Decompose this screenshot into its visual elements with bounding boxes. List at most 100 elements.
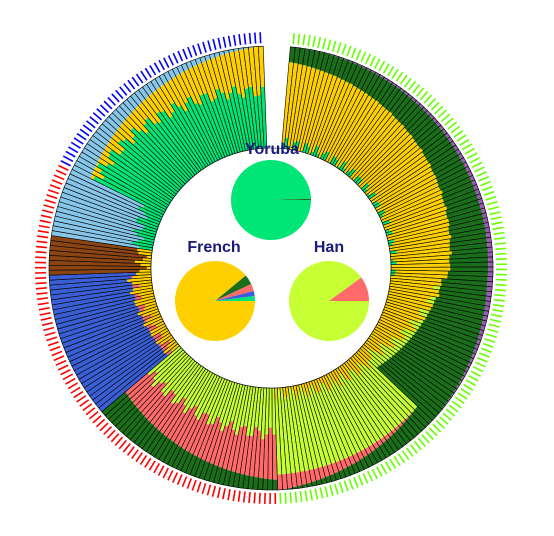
bar-segment-c6 — [108, 399, 134, 423]
bar-segment-c2 — [382, 194, 443, 223]
sample-label-mark — [55, 359, 67, 366]
bar-segment-c6 — [441, 282, 488, 292]
bar-segment-c2 — [296, 67, 316, 142]
bar-segment-c4 — [348, 455, 356, 465]
sample-label-mark — [284, 492, 287, 504]
bar-segment-c2 — [129, 287, 154, 295]
sample-label-mark — [40, 316, 52, 321]
bar-segment-c6 — [424, 138, 451, 160]
bar-segment-c7 — [69, 169, 145, 209]
bar-segment-c1 — [257, 95, 265, 149]
bar-segment-c3 — [280, 388, 291, 474]
sample-label-mark — [131, 76, 140, 87]
bar-segment-c6 — [422, 320, 478, 344]
bar-segment-c2 — [391, 214, 448, 234]
bar-segment-c10 — [480, 207, 487, 214]
bar-segment-c2 — [370, 162, 432, 204]
bar-segment-c4 — [217, 420, 234, 468]
bar-segment-c1 — [390, 270, 396, 273]
bar-segment-c2 — [328, 371, 337, 384]
bar-segment-c2 — [138, 290, 154, 297]
bar-segment-c7 — [138, 86, 150, 99]
bar-segment-c5 — [51, 288, 134, 305]
sample-label-mark — [49, 184, 61, 190]
bar-segment-c6 — [267, 479, 273, 490]
bar-segment-c2 — [376, 178, 438, 214]
bar-segment-c4 — [364, 446, 372, 455]
bar-segment-c5 — [50, 285, 133, 300]
sample-label-mark — [148, 460, 156, 471]
bar-segment-c6 — [315, 51, 325, 71]
bar-segment-c6 — [386, 437, 399, 453]
bar-segment-c5 — [84, 342, 158, 392]
bar-segment-c3 — [403, 335, 411, 342]
bar-segment-c5 — [62, 314, 143, 348]
bar-segment-c1 — [106, 163, 171, 206]
bar-segment-c1 — [382, 219, 391, 226]
bar-segment-c2 — [307, 73, 334, 148]
sample-label-mark — [355, 49, 362, 61]
bar-segment-c4 — [244, 435, 254, 476]
bar-segment-c1 — [253, 96, 262, 149]
bar-segment-c2 — [375, 174, 437, 211]
bar-segment-c6 — [376, 365, 436, 421]
bar-segment-c3 — [254, 387, 262, 428]
sample-label-mark — [127, 79, 136, 90]
ring-bar — [162, 372, 216, 465]
sample-label-mark — [36, 240, 48, 244]
bar-segment-c6 — [138, 425, 157, 449]
bar-segment-c10 — [455, 384, 460, 390]
bar-segment-c7 — [146, 81, 157, 93]
bar-segment-c6 — [429, 146, 457, 167]
bar-segment-c6 — [451, 247, 489, 255]
bar-segment-c7 — [134, 89, 146, 103]
sample-label-mark — [378, 60, 386, 72]
sample-label-mark — [309, 489, 313, 501]
bar-segment-c3 — [286, 396, 301, 473]
bar-segment-c1 — [130, 127, 188, 185]
bar-segment-c3 — [298, 385, 323, 468]
bar-segment-c6 — [154, 437, 171, 460]
sample-label-mark — [41, 321, 53, 327]
bar-segment-c3 — [182, 368, 208, 406]
bar-segment-c2 — [389, 238, 451, 252]
bar-segment-c2 — [134, 105, 149, 121]
bar-segment-c1 — [177, 105, 213, 165]
bar-segment-c1 — [353, 175, 361, 183]
bar-segment-c4 — [181, 418, 200, 450]
bar-segment-c5 — [86, 343, 160, 397]
sample-label-mark — [334, 483, 339, 495]
sample-label-mark — [374, 58, 381, 69]
bar-segment-c6 — [311, 481, 318, 487]
bar-segment-c6 — [406, 112, 430, 135]
bar-segment-c6 — [176, 450, 190, 471]
bar-segment-c2 — [330, 370, 343, 388]
bar-segment-c6 — [399, 424, 415, 441]
sample-label-mark — [36, 292, 48, 295]
bar-segment-c2 — [93, 166, 103, 174]
bar-segment-c3 — [206, 377, 225, 415]
bar-segment-c10 — [418, 103, 424, 109]
bar-segment-c2 — [386, 218, 450, 239]
bar-segment-c3 — [231, 384, 246, 431]
bar-segment-c3 — [173, 362, 200, 395]
bar-segment-c5 — [81, 339, 157, 388]
bar-segment-c3 — [210, 379, 230, 425]
bar-segment-c2 — [365, 144, 421, 191]
bar-segment-c4 — [372, 441, 380, 449]
bar-segment-c2 — [384, 304, 426, 321]
sample-label-mark — [253, 492, 256, 504]
bar-segment-c2 — [335, 97, 376, 161]
bar-segment-c6 — [228, 471, 236, 487]
ring-bar — [337, 365, 400, 453]
bar-segment-c1 — [378, 213, 384, 218]
bar-segment-c7 — [76, 156, 97, 170]
bar-segment-c1 — [160, 110, 204, 171]
bar-segment-c3 — [359, 370, 405, 423]
sample-label-mark — [139, 454, 148, 466]
bar-segment-c10 — [453, 388, 457, 394]
bar-segment-c5 — [53, 297, 136, 320]
sample-label-mark — [384, 461, 392, 472]
sample-label-mark — [62, 373, 74, 381]
bar-segment-c6 — [194, 459, 206, 479]
